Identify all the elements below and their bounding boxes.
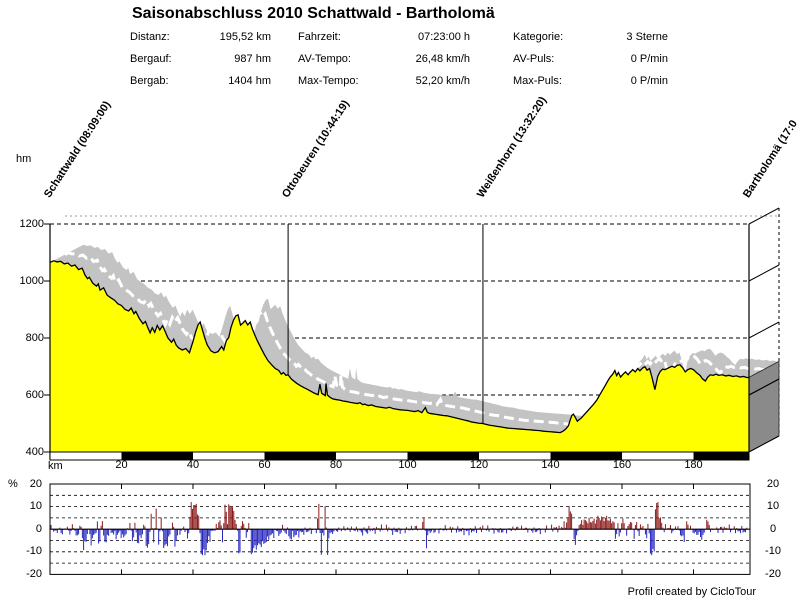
gradient-y-tick-label-right: 0 (769, 522, 777, 535)
stat-label-bergab: Bergab: (130, 75, 169, 87)
x-tick-label: 20 (115, 459, 128, 471)
stat-label-max-tempo: Max-Tempo: (298, 75, 359, 87)
x-tick-label: 140 (541, 459, 560, 471)
x-tick-label: 40 (186, 459, 200, 471)
stat-label-kategorie: Kategorie: (513, 31, 564, 43)
stat-value-fahrzeit: 07:23:00 h (418, 31, 470, 43)
gradient-y-tick-label-left: 20 (29, 477, 42, 490)
stat-label-av-tempo: AV-Tempo: (298, 53, 351, 65)
x-tick-label: 60 (258, 459, 271, 471)
stat-value-kategorie: 3 Sterne (626, 31, 668, 43)
gradient-y-tick-label-right: -20 (765, 567, 781, 580)
gradient-y-tick-label-right: 10 (766, 500, 780, 513)
y-axis-unit-hm: hm (16, 153, 32, 165)
stat-value-av-tempo: 26,48 km/h (415, 53, 470, 65)
stat-label-bergauf: Bergauf: (130, 53, 172, 65)
gradient-y-tick-label-left: 10 (29, 500, 42, 513)
stat-label-av-puls: AV-Puls: (513, 53, 555, 65)
gradient-y-tick-label-left: -10 (26, 545, 42, 558)
stat-label-max-puls: Max-Puls: (513, 75, 562, 87)
stat-value-distanz: 195,52 km (219, 31, 271, 43)
x-tick-label: 100 (398, 459, 417, 471)
x-tick-label: 120 (469, 459, 489, 471)
x-tick-label: 180 (684, 459, 703, 471)
gradient-y-tick-label-right: -10 (765, 545, 781, 558)
gradient-axis-unit-percent: % (8, 478, 18, 490)
stat-label-distanz: Distanz: (130, 31, 170, 43)
y-tick-label: 800 (25, 331, 44, 344)
stat-value-bergab: 1404 hm (228, 75, 271, 87)
stat-value-bergauf: 987 hm (234, 53, 271, 65)
gradient-y-tick-label-left: 0 (35, 522, 42, 535)
x-axis-unit-km: km (48, 460, 63, 472)
stat-value-max-tempo: 52,20 km/h (415, 75, 470, 87)
y-tick-label: 400 (25, 445, 44, 458)
gradient-y-tick-label-right: 20 (766, 477, 780, 490)
stat-label-fahrzeit: Fahrzeit: (298, 31, 341, 43)
x-tick-label: 80 (329, 459, 343, 471)
y-tick-label: 1200 (19, 217, 44, 230)
stat-value-av-puls: 0 P/min (630, 53, 668, 65)
y-tick-label: 1000 (19, 274, 44, 287)
x-tick-label: 160 (612, 459, 632, 471)
y-tick-label: 600 (25, 388, 44, 401)
page-title: Saisonabschluss 2010 Schattwald - Bartho… (132, 5, 495, 22)
stat-value-max-puls: 0 P/min (630, 75, 668, 87)
credit-text: Profil created by CicloTour (627, 586, 756, 598)
gradient-y-tick-label-left: -20 (26, 567, 42, 580)
